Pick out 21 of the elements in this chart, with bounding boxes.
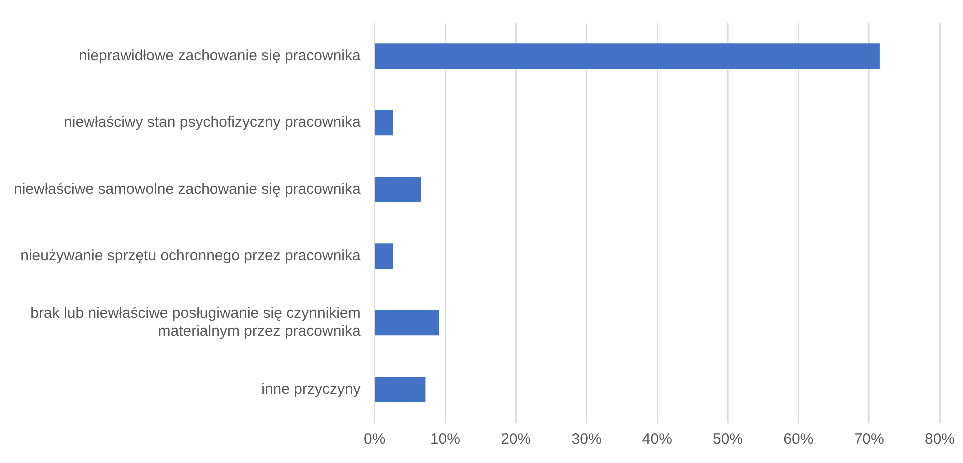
bar bbox=[375, 377, 426, 402]
x-tick-label: 60% bbox=[784, 431, 814, 448]
x-tick-label: 70% bbox=[854, 431, 884, 448]
y-tick-label: niewłaściwe samowolne zachowanie się pracownika bbox=[14, 180, 362, 198]
y-tick-label: nieprawidłowe zachowanie się pracownika bbox=[79, 47, 362, 64]
bar bbox=[375, 44, 880, 69]
y-tick-label: inne przyczyny bbox=[262, 380, 362, 398]
bar bbox=[375, 177, 422, 202]
x-tick-label: 50% bbox=[713, 431, 744, 448]
y-tick-label: brak lub niewłaściwe posługiwanie się czynnikiem materialnym przez pracownika bbox=[30, 305, 362, 340]
x-tick-label: 10% bbox=[430, 431, 460, 448]
x-tick-label: 0% bbox=[364, 431, 386, 448]
y-tick-label: niewłaściwy stan psychofizyczny pracownika bbox=[64, 114, 362, 132]
bar bbox=[375, 110, 394, 136]
x-tick-label: 30% bbox=[572, 431, 602, 448]
bar bbox=[375, 244, 394, 269]
x-tick-label: 80% bbox=[924, 431, 956, 448]
bar bbox=[375, 310, 440, 336]
x-tick-label: 40% bbox=[642, 431, 672, 448]
y-tick-label: nieużywanie sprzętu ochronnego przez pracownika bbox=[20, 247, 362, 264]
x-tick-label: 20% bbox=[501, 431, 532, 448]
